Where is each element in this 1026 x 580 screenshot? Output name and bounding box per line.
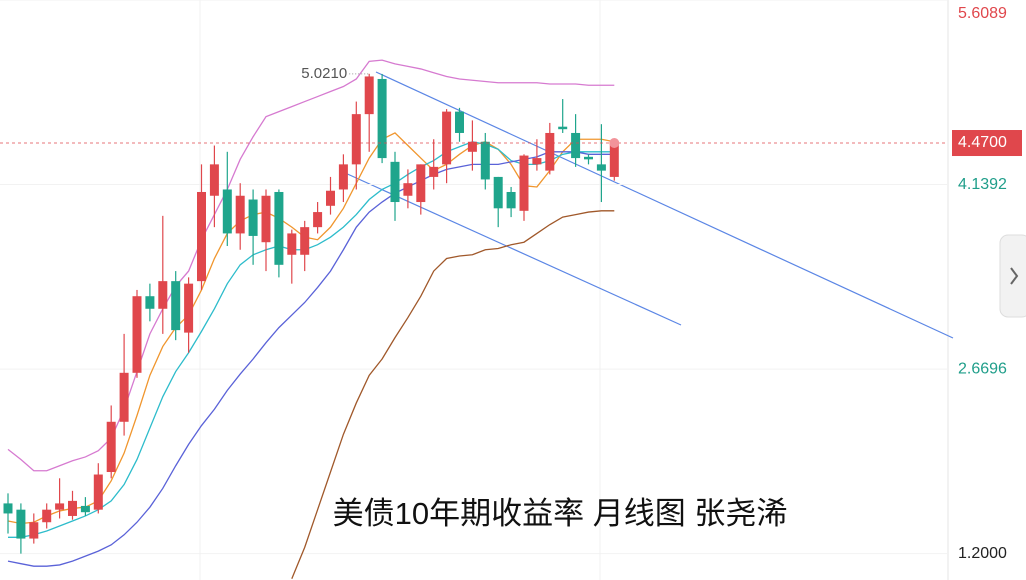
candle-body <box>171 281 181 331</box>
candle-body <box>532 158 542 165</box>
candle-body <box>29 522 39 539</box>
candle-body <box>248 199 258 236</box>
y-tick-label: 4.1392 <box>958 176 1007 193</box>
candle-body <box>390 161 400 203</box>
candle-body <box>16 509 26 539</box>
last-price-box <box>952 130 1022 157</box>
chart-title: 美债10年期收益率 月线图 张尧浠 <box>333 496 788 531</box>
ma-line <box>291 210 615 579</box>
candle-body <box>558 126 568 130</box>
ma-line <box>7 151 615 567</box>
candle-body <box>42 509 52 523</box>
candle-body <box>442 111 452 165</box>
candle-body <box>596 164 606 171</box>
candle-body <box>571 132 581 159</box>
candle-body <box>119 372 129 422</box>
candle-body <box>455 111 464 133</box>
y-tick-label: 5.6089 <box>958 5 1007 22</box>
candle-body <box>416 164 426 203</box>
candle-body <box>93 474 103 510</box>
candle-body <box>68 500 77 516</box>
candle-body <box>80 505 90 513</box>
next-button-bg[interactable] <box>999 234 1026 318</box>
candle-body <box>313 212 323 228</box>
next-button[interactable] <box>999 234 1026 318</box>
ma-line <box>7 59 615 472</box>
candle-body <box>519 155 529 211</box>
y-tick-label: 2.6696 <box>958 360 1007 377</box>
candle-body <box>429 166 439 177</box>
high-annotation: 5.0210 <box>301 65 347 82</box>
trend-line <box>375 71 954 339</box>
candle-body <box>403 183 413 196</box>
ma-line <box>7 132 615 525</box>
candle-body <box>106 421 116 473</box>
candle-body <box>377 78 387 159</box>
candle-body <box>467 141 477 152</box>
candle-body <box>326 190 335 206</box>
candle-body <box>3 503 13 514</box>
candle-body <box>158 281 168 309</box>
candle-body <box>222 189 232 234</box>
candle-body <box>287 233 297 255</box>
candle-body <box>338 164 348 190</box>
candle-body <box>584 156 593 160</box>
candle-body <box>545 132 555 171</box>
candle-body <box>197 191 206 282</box>
y-tick-label: 1.2000 <box>958 545 1007 562</box>
candle-body <box>184 283 194 333</box>
candle-body <box>261 195 271 243</box>
candle-body <box>235 195 245 234</box>
last-price-label: 4.4700 <box>958 134 1007 151</box>
next-arrow[interactable] <box>1010 267 1019 285</box>
last-price-dot <box>609 138 620 149</box>
candle-body <box>145 296 155 309</box>
candle-body <box>132 296 142 373</box>
candle-body <box>493 176 503 209</box>
candle-body <box>506 191 516 209</box>
candle-body <box>609 143 619 177</box>
candle-body <box>300 227 310 255</box>
candle-body <box>55 503 65 510</box>
candle-body <box>351 114 361 165</box>
candle-body <box>480 141 490 180</box>
candle-body <box>364 76 374 115</box>
candle-body <box>274 191 284 265</box>
candle-body <box>209 164 219 196</box>
